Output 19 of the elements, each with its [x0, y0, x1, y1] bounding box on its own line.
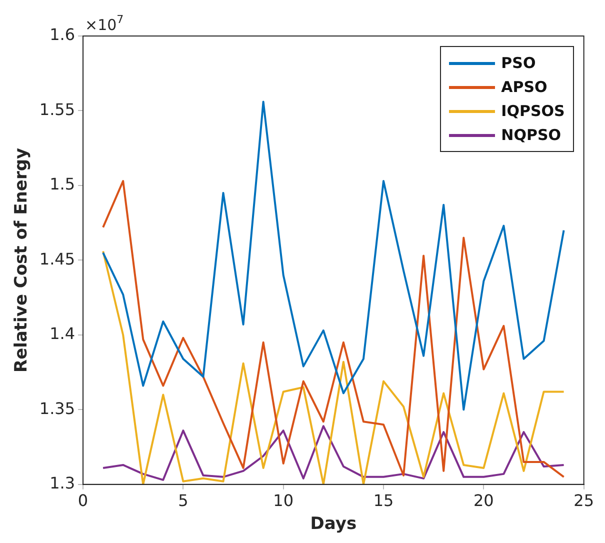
- x-tick-label: 10: [273, 491, 294, 510]
- y-tick-label: 1.5: [50, 174, 76, 194]
- y-axis-title: Relative Cost of Energy: [12, 148, 32, 373]
- y-tick-label: 1.6: [50, 25, 76, 44]
- y-tick-label: 1.4: [50, 324, 76, 344]
- y-tick-label: 1.45: [39, 249, 76, 268]
- x-tick-label: 20: [473, 491, 494, 510]
- x-tick-label: 0: [78, 491, 88, 510]
- y-tick-label: 1.35: [39, 398, 76, 418]
- legend-label: PSO: [501, 53, 536, 74]
- x-axis-title: Days: [310, 514, 357, 534]
- legend-label: IQPSOS: [501, 101, 565, 122]
- y-tick-label: 1.3: [50, 474, 76, 493]
- legend-label: APSO: [501, 77, 548, 98]
- y-tick-label: 1.55: [39, 100, 76, 119]
- legend-label: NQPSO: [501, 125, 561, 146]
- x-tick-label: 5: [178, 491, 188, 510]
- x-tick-label: 25: [574, 491, 594, 510]
- x-tick-label: 15: [373, 491, 394, 510]
